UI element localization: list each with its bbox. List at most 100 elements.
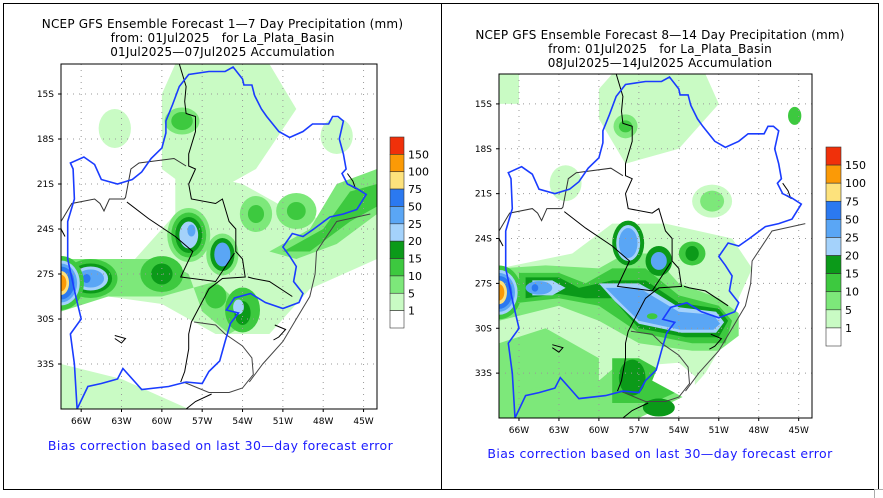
precip-contour	[286, 202, 306, 220]
lake-outline	[273, 324, 287, 341]
y-tick-label: 27S	[37, 270, 54, 280]
country-border	[247, 276, 293, 297]
precip-contour	[247, 205, 265, 223]
legend-label: 50	[845, 213, 859, 226]
precip-contour	[618, 120, 633, 133]
legend-swatch	[825, 237, 842, 256]
y-tick-label: 33S	[37, 360, 54, 370]
precip-contour	[700, 190, 725, 212]
legend-swatch	[389, 136, 405, 155]
precip-contour	[646, 313, 658, 320]
precip-field	[499, 74, 802, 418]
legend-label: 10	[845, 286, 859, 299]
chart-subtitle-period: 08Jul2025—14Jul2025 Accumulation	[547, 56, 773, 70]
precip-contour	[98, 109, 131, 148]
legend-label: 10	[408, 270, 422, 283]
precip-contour	[61, 364, 189, 409]
legend-label: 15	[845, 268, 859, 281]
x-tick-label: 45W	[353, 417, 373, 427]
x-tick-label: 63W	[549, 426, 569, 436]
chart-subtitle-from: from: 01Jul2025 for La_Plata_Basin	[548, 42, 772, 56]
country-border	[499, 167, 624, 232]
precip-contour	[788, 106, 802, 125]
x-tick-label: 51W	[273, 417, 293, 427]
precip-field	[61, 64, 377, 409]
y-tick-label: 21S	[37, 180, 54, 190]
legend-swatch	[825, 164, 842, 184]
panel-week2: NCEP GFS Ensemble Forecast 8—14 Day Prec…	[441, 3, 879, 490]
x-tick-label: 66W	[509, 426, 529, 436]
x-tick-label: 45W	[789, 426, 809, 436]
precip-contour	[82, 274, 91, 283]
legend-label: 25	[845, 231, 859, 244]
legend-label: 5	[845, 304, 852, 317]
precip-contour	[685, 246, 699, 261]
panel-week1: NCEP GFS Ensemble Forecast 1—7 Day Preci…	[3, 3, 442, 490]
legend-label: 75	[408, 183, 422, 196]
legend-label: 100	[845, 177, 866, 190]
country-border	[61, 157, 187, 222]
x-tick-label: 63W	[111, 417, 131, 427]
precip-contour	[61, 274, 67, 292]
legend-swatch	[389, 206, 405, 225]
chart-title: NCEP GFS Ensemble Forecast 1—7 Day Preci…	[41, 17, 404, 31]
y-tick-label: 18S	[37, 135, 54, 145]
legend-swatch	[825, 327, 842, 347]
y-tick-label: 27S	[475, 279, 492, 289]
y-tick-label: 15S	[37, 90, 54, 100]
country-border	[620, 330, 691, 402]
country-border	[563, 211, 672, 292]
basin-boundary	[66, 65, 368, 409]
legend-swatch	[825, 255, 842, 274]
legend-label: 1	[408, 305, 415, 318]
country-border	[622, 402, 649, 418]
precip-map-week2: 66W 63W 60W 57W 54W 51W 48W 45W 15S 18S 21S 24S 27S 3…	[475, 73, 866, 436]
legend-label: 20	[845, 250, 859, 263]
country-border	[178, 64, 246, 383]
precip-contour	[531, 284, 539, 292]
legend-swatch	[389, 292, 405, 311]
lake-outline	[114, 335, 127, 344]
map-frame	[498, 73, 813, 419]
precip-contour	[233, 299, 244, 315]
precip-contour	[652, 362, 695, 398]
legend-swatch	[389, 310, 405, 329]
legend-swatch	[825, 291, 842, 311]
x-tick-label: 60W	[152, 417, 172, 427]
legend-label: 150	[408, 148, 429, 161]
coastline	[248, 213, 371, 383]
x-tick-label: 54W	[669, 426, 689, 436]
legend-swatch	[825, 219, 842, 238]
legend-swatch	[389, 240, 405, 259]
legend-swatch	[389, 171, 405, 190]
legend-swatch	[825, 146, 842, 166]
precip-map-week1: 66W 63W 60W 57W 54W 51W 48W 45W 15S 18S 21S 24S 27S 3…	[37, 63, 429, 427]
legend-swatch	[389, 223, 405, 242]
chart-subtitle-period: 01Jul2025—07Jul2025 Accumulation	[110, 45, 335, 59]
precip-contour	[642, 398, 675, 417]
precip-contour	[171, 112, 193, 130]
x-tick-label: 48W	[749, 426, 769, 436]
country-borders	[61, 64, 371, 409]
x-tick-label: 60W	[589, 426, 609, 436]
legend-swatch	[389, 275, 405, 294]
y-tick-label: 21S	[475, 190, 492, 200]
country-border	[126, 201, 235, 283]
x-tick-label: 51W	[709, 426, 729, 436]
country-border	[499, 238, 504, 247]
x-tick-label: 57W	[192, 417, 212, 427]
y-tick-label: 24S	[37, 225, 54, 235]
precip-contour	[320, 118, 353, 154]
legend-label: 20	[408, 235, 422, 248]
basin-boundary	[504, 75, 803, 418]
country-border	[185, 393, 212, 409]
precip-contour	[605, 287, 721, 330]
precip-contour	[618, 228, 638, 258]
precip-contour	[650, 251, 667, 270]
legend-swatch	[825, 182, 842, 202]
legend-swatch	[389, 154, 405, 173]
precip-contour	[204, 284, 227, 309]
map-frame	[60, 63, 378, 410]
y-tick-label: 33S	[475, 369, 492, 379]
precip-contour	[499, 284, 505, 301]
